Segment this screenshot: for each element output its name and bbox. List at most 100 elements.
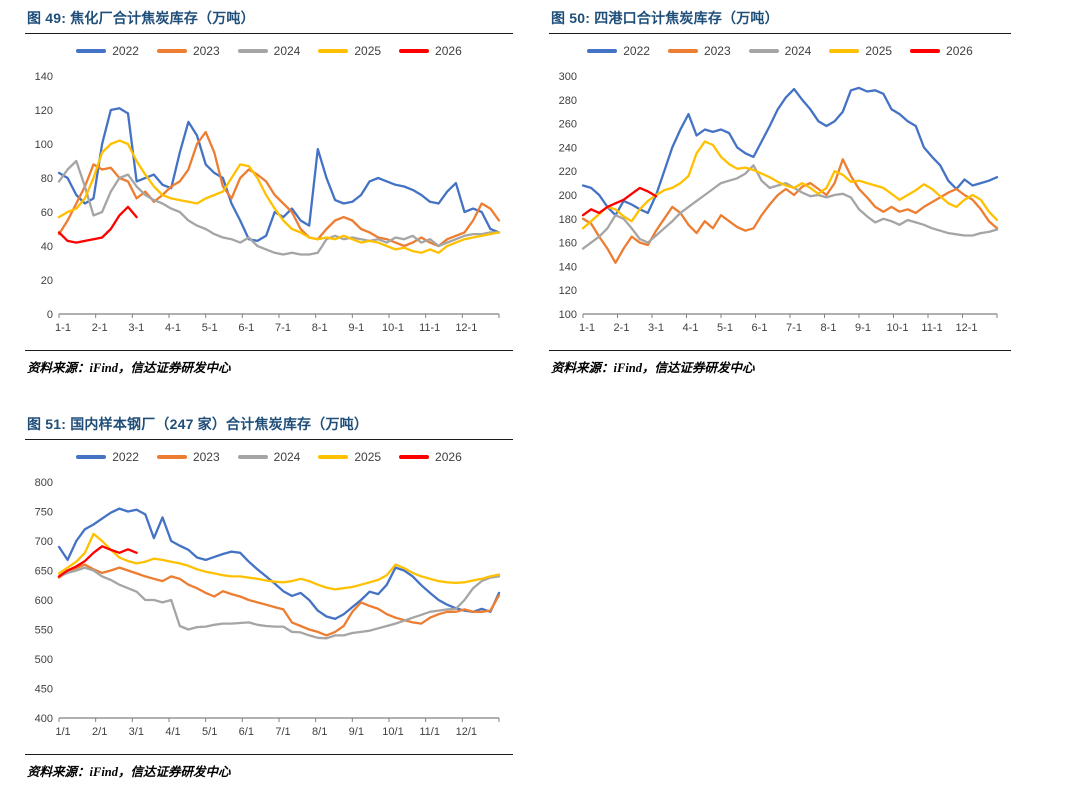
y-tick-label: 550 <box>35 625 53 637</box>
figure-51-title-divider <box>25 439 513 440</box>
legend-label-2022: 2022 <box>112 44 139 58</box>
x-tick-label: 6-1 <box>752 322 768 334</box>
x-tick-label: 9/1 <box>349 726 364 738</box>
x-tick-label: 9-1 <box>348 322 364 334</box>
y-tick-label: 240 <box>559 142 577 154</box>
figure-51-source-note: 资料来源：iFind，信达证券研发中心 <box>27 761 513 780</box>
source-text: iFind，信达证券研发中心 <box>89 361 231 375</box>
x-tick-label: 10/1 <box>382 726 403 738</box>
y-tick-label: 400 <box>35 713 53 725</box>
source-label: 资料来源： <box>551 361 614 375</box>
x-tick-label: 5/1 <box>202 726 217 738</box>
legend-swatch-2025 <box>318 49 349 53</box>
y-tick-label: 600 <box>35 595 53 607</box>
figure-51-panel: 图 51: 国内样本钢厂（247 家）合计焦炭库存（万吨） 2022 2023 20… <box>25 414 513 780</box>
series-line-2023 <box>57 130 501 248</box>
legend-swatch-2025 <box>318 455 349 459</box>
x-tick-label: 1/1 <box>55 726 70 738</box>
legend-label-2023: 2023 <box>703 44 731 58</box>
x-tick-label: 10-1 <box>382 322 404 334</box>
legend-swatch-2023 <box>156 49 187 53</box>
legend-item-2026: 2026 <box>399 44 462 58</box>
x-tick-label: 9-1 <box>855 322 871 334</box>
y-tick-label: 700 <box>35 536 53 548</box>
legend-item-2022: 2022 <box>587 44 650 58</box>
x-tick-label: 12/1 <box>456 726 477 738</box>
legend-label-2026: 2026 <box>435 44 462 58</box>
legend-item-2024: 2024 <box>237 44 300 58</box>
y-tick-label: 40 <box>41 241 53 253</box>
y-tick-label: 120 <box>35 105 53 117</box>
x-tick-label: 11/1 <box>419 726 440 738</box>
y-tick-label: 300 <box>559 71 577 83</box>
figure-49-line-chart: 0 20 40 60 80 100 120 140 1-1 2-1 3-1 4-1 5-1 6-1 7-1 8… <box>35 71 501 334</box>
y-tick-label: 450 <box>35 684 53 696</box>
x-tick-label: 3-1 <box>128 322 144 334</box>
legend-swatch-2023 <box>156 455 187 459</box>
y-tick-label: 140 <box>559 261 577 273</box>
figure-50-panel: 图 50: 四港口合计焦炭库存（万吨） 2022 2023 2024 2025 2026… <box>549 8 1011 376</box>
x-tick-label: 12-1 <box>955 322 977 334</box>
y-tick-label: 160 <box>559 238 577 250</box>
series-line-2022 <box>57 507 501 621</box>
legend-swatch-2024 <box>748 49 779 53</box>
source-text: iFind，信达证券研发中心 <box>89 765 231 779</box>
legend-item-2026: 2026 <box>399 450 462 464</box>
figure-49-source-note: 资料来源：iFind，信达证券研发中心 <box>27 357 513 376</box>
x-tick-label: 12-1 <box>455 322 477 334</box>
y-tick-label: 140 <box>35 71 53 83</box>
series-line-2026 <box>57 205 138 244</box>
x-tick-label: 4/1 <box>165 726 180 738</box>
y-tick-label: 120 <box>559 285 577 297</box>
figure-50-legend: 2022 2023 2024 2025 2026 <box>549 44 1011 58</box>
x-tick-label: 4-1 <box>683 322 699 334</box>
x-tick-label: 5-1 <box>717 322 733 334</box>
legend-label-2025: 2025 <box>865 44 893 58</box>
x-tick-label: 1-1 <box>55 322 71 334</box>
series-line-2022 <box>581 86 999 217</box>
legend-item-2023: 2023 <box>667 44 731 58</box>
x-tick-label: 7/1 <box>275 726 290 738</box>
y-tick-label: 100 <box>559 309 577 321</box>
y-tick-label: 280 <box>559 95 577 107</box>
y-tick-label: 650 <box>35 566 53 578</box>
figure-51-source-divider <box>25 754 513 755</box>
y-tick-label: 100 <box>35 139 53 151</box>
legend-item-2026: 2026 <box>910 44 973 58</box>
series-line-2024 <box>57 566 501 640</box>
x-tick-label: 11-1 <box>921 322 942 334</box>
figure-51-title: 图 51: 国内样本钢厂（247 家）合计焦炭库存（万吨） <box>27 416 369 432</box>
legend-item-2025: 2025 <box>829 44 892 58</box>
legend-item-2023: 2023 <box>156 44 220 58</box>
x-tick-label: 3/1 <box>129 726 144 738</box>
legend-label-2022: 2022 <box>623 44 650 58</box>
series-line-2025 <box>57 532 501 591</box>
legend-label-2025: 2025 <box>354 44 382 58</box>
legend-label-2023: 2023 <box>192 44 220 58</box>
x-tick-label: 7-1 <box>275 322 291 334</box>
legend-swatch-2026 <box>399 49 430 53</box>
figure-50-title: 图 50: 四港口合计焦炭库存（万吨） <box>551 10 779 26</box>
legend-item-2025: 2025 <box>318 44 381 58</box>
x-tick-label: 2/1 <box>92 726 107 738</box>
series-line-2026 <box>581 186 658 217</box>
series-line-2026 <box>57 545 138 578</box>
legend-swatch-2022 <box>76 455 107 459</box>
y-tick-label: 500 <box>35 654 53 666</box>
x-tick-label: 6-1 <box>238 322 254 334</box>
legend-item-2022: 2022 <box>76 44 139 58</box>
legend-swatch-2026 <box>910 49 941 53</box>
x-tick-label: 8/1 <box>312 726 327 738</box>
series-line-2025 <box>581 140 999 230</box>
legend-item-2024: 2024 <box>748 44 812 58</box>
legend-label-2024: 2024 <box>784 44 812 58</box>
x-tick-label: 11-1 <box>419 322 440 334</box>
legend-swatch-2025 <box>829 49 860 53</box>
figure-49-title: 图 49: 焦化厂合计焦炭库存（万吨） <box>27 10 255 26</box>
legend-swatch-2022 <box>76 49 107 53</box>
legend-label-2024: 2024 <box>273 450 301 464</box>
y-tick-label: 220 <box>559 166 577 178</box>
legend-item-2025: 2025 <box>318 450 381 464</box>
legend-swatch-2026 <box>399 455 430 459</box>
